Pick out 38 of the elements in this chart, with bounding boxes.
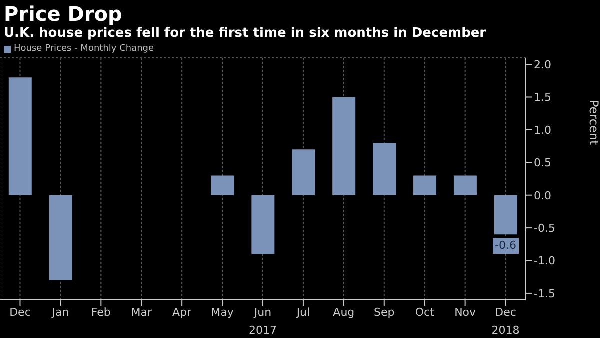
y-tick-label: 1.0 — [534, 124, 552, 137]
bar — [414, 176, 437, 196]
x-tick-label: Oct — [415, 306, 436, 319]
text: 2018 — [490, 324, 521, 337]
x-tick-label: Nov — [454, 306, 477, 319]
data-label: -0.6 — [493, 238, 518, 254]
chart-title: Price Drop — [4, 2, 122, 26]
x-tick-label: Jun — [253, 306, 272, 319]
bar — [211, 176, 234, 196]
y-tick-label: 2.0 — [534, 58, 552, 72]
x-tick-label: Jan — [51, 306, 70, 319]
y-tick-label: -1.0 — [534, 254, 556, 268]
x-tick-label: Aug — [333, 306, 355, 319]
chart-subtitle: U.K. house prices fell for the first time in six months in December — [4, 26, 486, 41]
x-tick-label: Feb — [91, 306, 111, 319]
bar — [454, 176, 477, 196]
bar — [332, 97, 356, 196]
y-axis-title: Percent — [587, 100, 600, 146]
y-tick-label: 0.0 — [534, 189, 552, 202]
bar — [8, 78, 32, 196]
bar — [292, 150, 316, 196]
bar — [494, 195, 518, 235]
y-tick-label: 1.5 — [534, 91, 552, 104]
bar — [373, 143, 396, 196]
y-tick-label: 0.5 — [534, 156, 552, 170]
legend-label: House Prices - Monthly Change — [13, 44, 154, 54]
bar — [252, 195, 275, 254]
x-tick-label: Jul — [296, 306, 310, 319]
x-tick-label: Apr — [172, 306, 192, 319]
x-tick-label: Mar — [131, 306, 152, 319]
y-tick-label: -1.5 — [534, 287, 556, 300]
bar — [49, 195, 72, 280]
x-tick-label: May — [211, 306, 234, 319]
x-tick-label: Dec — [10, 306, 31, 319]
x-tick-label: Dec — [495, 306, 516, 319]
text: 2017 — [248, 324, 278, 337]
x-tick-label: Sep — [374, 306, 395, 319]
y-tick-label: -0.5 — [534, 222, 556, 235]
